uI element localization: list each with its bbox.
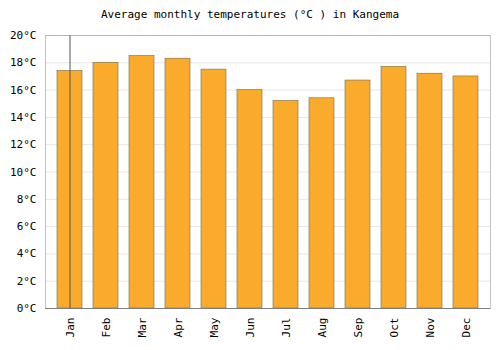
svg-text:10°C: 10°C (10, 166, 37, 179)
svg-text:0°C: 0°C (17, 302, 37, 315)
svg-text:2°C: 2°C (17, 275, 37, 288)
svg-text:Jun: Jun (244, 318, 257, 338)
html-text:Average monthly temperatures (: Average monthly temperatures (°C ) in Ka… (101, 8, 399, 21)
svg-text:Nov: Nov (424, 317, 437, 337)
svg-text:16°C: 16°C (10, 84, 37, 97)
svg-text:Mar: Mar (136, 317, 149, 337)
svg-text:14°C: 14°C (10, 111, 37, 124)
svg-text:6°C: 6°C (17, 220, 37, 233)
svg-text:4°C: 4°C (17, 247, 37, 260)
svg-text:8°C: 8°C (17, 193, 37, 206)
svg-text:12°C: 12°C (10, 138, 37, 151)
svg-text:20°C: 20°C (10, 29, 37, 42)
svg-text:Jan: Jan (64, 318, 77, 338)
svg-text:Sep: Sep (352, 318, 365, 338)
svg-text:Aug: Aug (316, 318, 329, 338)
svg-text:Apr: Apr (172, 317, 185, 337)
svg-text:Feb: Feb (100, 318, 113, 338)
svg-text:May: May (208, 317, 221, 337)
svg-text:Dec: Dec (460, 318, 473, 338)
svg-text:18°C: 18°C (10, 56, 37, 69)
svg-text:Jul: Jul (280, 318, 293, 338)
svg-text:Oct: Oct (388, 318, 401, 338)
